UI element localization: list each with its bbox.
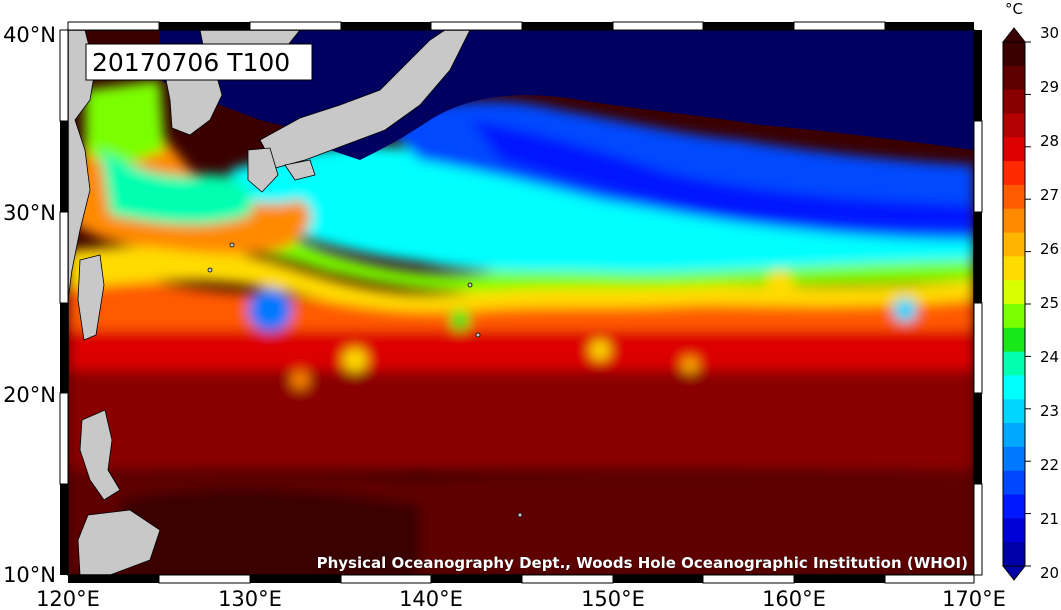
x-tick-label: 170°E <box>942 587 1006 610</box>
temperature-field <box>68 30 974 575</box>
colorbar-tick-label: 24 <box>1040 348 1059 366</box>
y-tick-label: 40°N <box>3 23 56 47</box>
colorbar-segment <box>1003 113 1025 138</box>
colorbar-tick-label: 29 <box>1040 78 1059 96</box>
y-tick-label: 30°N <box>3 201 56 225</box>
x-tick-label: 140°E <box>399 587 463 610</box>
colorbar-segment <box>1003 280 1025 305</box>
land-masses <box>68 30 523 575</box>
colorbar-tick-label: 22 <box>1040 456 1059 474</box>
x-tick-label: 150°E <box>581 587 645 610</box>
colorbar-segment <box>1003 256 1025 281</box>
colorbar-segment <box>1003 161 1025 186</box>
colorbar-tick-label: 26 <box>1040 240 1059 258</box>
colorbar-segment <box>1003 232 1025 257</box>
y-axis-labels: 40°N 30°N 20°N 10°N <box>3 23 56 587</box>
colorbar-labels: 30 29 28 27 26 25 24 23 22 21 20 <box>1040 24 1059 582</box>
colorbar-segment <box>1003 542 1025 567</box>
colorbar-segment <box>1003 327 1025 353</box>
x-tick-label: 160°E <box>762 587 826 610</box>
x-tick-label: 130°E <box>218 587 282 610</box>
colorbar-segment <box>1003 351 1025 376</box>
colorbar-segment <box>1003 423 1025 448</box>
colorbar-segment <box>1003 518 1025 543</box>
colorbar-segment <box>1003 446 1025 472</box>
colorbar-unit: °C <box>1005 0 1023 18</box>
colorbar-segment <box>1003 184 1025 210</box>
colorbar-segment <box>1003 42 1025 67</box>
colorbar-tick-label: 28 <box>1040 132 1059 150</box>
y-tick-label: 10°N <box>3 563 56 587</box>
colorbar-segment <box>1003 65 1025 91</box>
colorbar-segment <box>1003 304 1025 329</box>
colorbar-tick-label: 20 <box>1040 564 1059 582</box>
colorbar-tick-label: 21 <box>1040 510 1059 528</box>
credit-text: Physical Oceanography Dept., Woods Hole … <box>317 554 968 572</box>
colorbar-tick-label: 30 <box>1040 24 1059 42</box>
map-title: 20170706 T100 <box>92 48 290 77</box>
colorbar-segment <box>1003 375 1025 400</box>
title-box <box>85 43 313 81</box>
colorbar-segment <box>1003 399 1025 424</box>
colorbar-segment <box>1003 470 1025 496</box>
colorbar-tick-label: 25 <box>1040 294 1059 312</box>
x-axis-labels: 120°E 130°E 140°E 150°E 160°E 170°E <box>36 587 1006 610</box>
y-tick-label: 20°N <box>3 383 56 407</box>
colorbar-segment <box>1003 208 1025 234</box>
colorbar-lower-arrow <box>1001 565 1027 581</box>
frame-ticks <box>59 21 983 584</box>
colorbar <box>1001 27 1031 581</box>
colorbar-segment <box>1003 137 1025 162</box>
colorbar-segment <box>1003 89 1025 114</box>
colorbar-segment <box>1003 494 1025 519</box>
colorbar-upper-arrow <box>1001 27 1027 43</box>
colorbar-tick-label: 27 <box>1040 186 1059 204</box>
colorbar-tick-label: 23 <box>1040 402 1059 420</box>
x-tick-label: 120°E <box>36 587 100 610</box>
